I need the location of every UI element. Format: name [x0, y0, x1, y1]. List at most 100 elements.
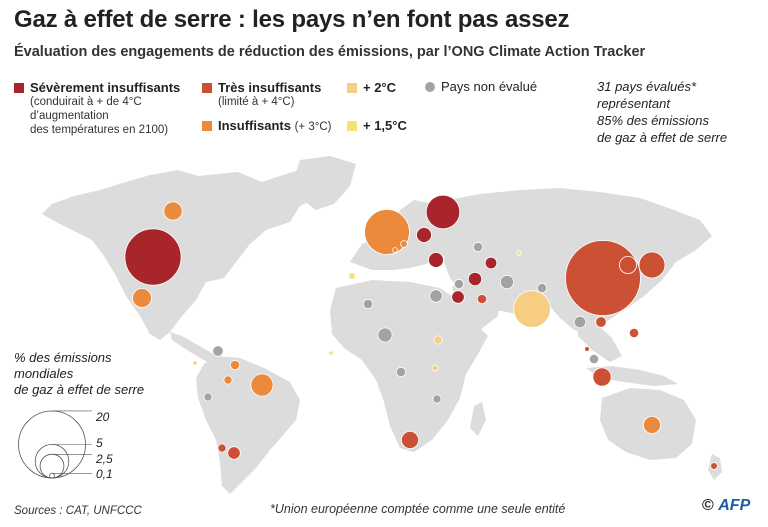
bubble-russie [425, 194, 461, 230]
side-note-line-3: 85% des émissions [597, 113, 709, 128]
bubble-corée-du-sud [619, 255, 638, 274]
bubble-égypte [429, 289, 443, 303]
legend-insuffisants-swatch [202, 121, 212, 131]
bubble-états-unis [124, 228, 182, 286]
bubble-bhoutan [516, 250, 522, 256]
bubble-costa-rica [192, 360, 198, 366]
size-legend-label-0-1: 0,1 [96, 467, 113, 481]
footnote: *Union européenne comptée comme une seul… [270, 502, 566, 516]
bubble-tanzanie [432, 394, 442, 404]
bubble-indonésie [592, 367, 612, 387]
bubble-irak [453, 278, 465, 290]
legend-unpointcinq: + 1,5°C [347, 118, 437, 133]
land-greenland [294, 156, 356, 210]
side-note-line-1: 31 pays évalués* [597, 79, 697, 94]
bubble-nigeria [377, 327, 393, 343]
bubble-brésil [250, 373, 274, 397]
bubble-algérie [362, 298, 374, 310]
bubble-malaisie [588, 353, 600, 365]
bubble-bolivie [203, 392, 213, 402]
land-madagascar [470, 402, 486, 436]
legend-unpointcinq-label: + 1,5°C [363, 118, 407, 133]
bubble-norvège [400, 240, 408, 248]
size-legend-title: % des émissions mondiales de gaz à effet… [14, 350, 144, 398]
bubble-maroc [348, 272, 356, 280]
bubble-nouvelle-zélande [710, 462, 718, 470]
page-subtitle: Évaluation des engagements de réduction … [14, 44, 646, 60]
sources: Sources : CAT, UNFCCC [14, 505, 142, 517]
size-legend-circles [18, 410, 92, 479]
bubble-kenya [431, 364, 439, 372]
legend-severe-label: Sévèrement insuffisants [30, 80, 181, 95]
legend-severe-note-2: d’augmentation [30, 110, 109, 122]
legend-tres-note: (limité à + 4°C) [218, 96, 295, 108]
land-southeast-asia [576, 318, 622, 362]
bubble-venezuela [212, 345, 224, 357]
bubble-vietnam [595, 316, 607, 328]
legend-deux: + 2°C [347, 80, 427, 95]
side-note: 31 pays évalués* représentant 85% des ém… [597, 78, 727, 146]
bubble-congo-rd [395, 366, 407, 378]
land-africa [330, 280, 488, 452]
legend-severe: Sévèrement insuffisants (conduirait à + … [14, 80, 199, 137]
bubble-argentine [227, 446, 241, 460]
legend-tres-label: Très insuffisants [218, 80, 322, 95]
afp-logo: AFP [718, 497, 751, 514]
emission-bubbles [124, 194, 718, 470]
legend-severe-swatch [14, 83, 24, 93]
legend-nonevalue-swatch [425, 82, 435, 92]
side-note-line-4: de gaz à effet de serre [597, 130, 728, 145]
bubble-suisse [392, 247, 398, 253]
bubble-émirats-arabes-unis [476, 293, 488, 305]
land-north-america [42, 168, 330, 340]
bubble-mexique [132, 288, 152, 308]
bubble-ukraine [428, 252, 444, 268]
size-legend-label-2-5: 2,5 [96, 452, 113, 466]
bubble-pakistan [499, 274, 515, 290]
legend-insuffisants-label: Insuffisants [218, 118, 291, 133]
legend-nonevalue-label: Pays non évalué [441, 79, 538, 94]
page-title: Gaz à effet de serre : les pays n’en fon… [14, 6, 570, 33]
side-note-line-2: représentant [597, 96, 670, 111]
size-legend-circle-2 [39, 453, 65, 479]
legend-insuffisants-note: (+ 3°C) [294, 121, 332, 133]
size-legend-title-3: de gaz à effet de serre [14, 382, 145, 397]
land-masses [42, 156, 722, 494]
bubble-chili [217, 443, 227, 453]
legend-severe-note-1: (conduirait à + de 4°C [30, 96, 142, 108]
legend-tres: Très insuffisants (limité à + 4°C) [202, 80, 352, 109]
copyright-symbol: © [702, 497, 714, 514]
bubble-arabie-saoudite [451, 290, 465, 304]
bubble-ouzbékistan [472, 241, 484, 253]
bubble-bangladesh [536, 282, 548, 294]
bubble-philippines [628, 327, 640, 339]
bubble-turquie [416, 227, 432, 243]
legend-severe-note-3: des températures en 2100) [30, 124, 169, 136]
legend-deux-label: + 2°C [363, 80, 397, 95]
bubble-thaïlande [573, 315, 587, 329]
legend-deux-swatch [347, 83, 357, 93]
bubble-kazakhstan [484, 256, 498, 270]
size-legend-title-2: mondiales [14, 366, 74, 381]
bubble-inde [513, 290, 551, 328]
bubble-gambie [328, 350, 334, 356]
land-south-america [196, 356, 300, 494]
bubble-singapour [584, 346, 590, 352]
bubble-afrique-du-sud [400, 430, 419, 449]
legend-tres-swatch [202, 83, 212, 93]
bubble-éthiopie [433, 335, 443, 345]
bubble-canada [163, 201, 183, 221]
bubble-pérou [223, 375, 233, 385]
size-legend-label-5: 5 [96, 436, 103, 450]
size-legend-title-1: % des émissions [14, 350, 112, 365]
bubble-iran [467, 271, 483, 287]
legend-unpointcinq-swatch [347, 121, 357, 131]
bubble-union-européenne [364, 209, 410, 255]
bubble-japon [638, 251, 666, 279]
bubble-chine [565, 240, 641, 316]
size-legend-label-20: 20 [96, 410, 110, 424]
legend-nonevalue: Pays non évalué [425, 79, 565, 94]
bubble-colombie [229, 359, 241, 371]
afp-credit: © AFP [702, 497, 750, 515]
